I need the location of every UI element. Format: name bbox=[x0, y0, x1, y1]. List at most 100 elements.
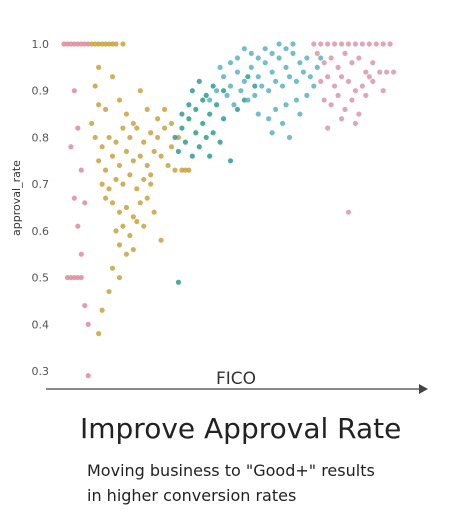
data-point bbox=[120, 181, 126, 187]
data-point bbox=[311, 83, 317, 89]
data-point bbox=[141, 176, 147, 183]
data-point bbox=[168, 144, 175, 150]
data-point bbox=[214, 88, 220, 94]
data-point bbox=[338, 74, 345, 80]
data-point bbox=[227, 83, 234, 89]
data-point bbox=[314, 50, 320, 56]
data-point bbox=[352, 120, 359, 127]
data-point bbox=[123, 204, 129, 211]
data-point bbox=[165, 162, 171, 169]
data-point bbox=[335, 64, 341, 70]
data-point bbox=[255, 55, 261, 61]
data-point bbox=[349, 60, 355, 66]
data-points bbox=[61, 41, 397, 379]
data-point bbox=[172, 167, 178, 173]
data-point bbox=[172, 134, 178, 141]
data-point bbox=[200, 97, 206, 103]
data-point bbox=[193, 106, 199, 113]
data-point bbox=[314, 64, 320, 70]
data-point bbox=[304, 92, 310, 98]
data-point bbox=[96, 64, 102, 70]
data-point bbox=[345, 78, 352, 84]
data-point bbox=[252, 92, 258, 98]
data-point bbox=[186, 102, 192, 108]
data-point bbox=[102, 106, 109, 113]
data-point bbox=[304, 55, 310, 61]
data-point bbox=[349, 97, 355, 103]
data-point bbox=[293, 78, 300, 84]
data-point bbox=[92, 134, 98, 141]
data-point bbox=[99, 307, 105, 313]
data-point bbox=[89, 120, 95, 127]
data-point bbox=[148, 130, 154, 136]
data-point bbox=[141, 223, 147, 229]
data-point bbox=[269, 130, 275, 136]
data-point bbox=[345, 41, 352, 47]
data-point bbox=[78, 167, 84, 173]
data-point bbox=[92, 83, 98, 89]
data-point bbox=[116, 97, 123, 103]
data-point bbox=[356, 111, 362, 117]
data-point bbox=[203, 134, 209, 141]
data-point bbox=[78, 251, 84, 257]
data-point bbox=[380, 88, 386, 94]
data-point bbox=[318, 55, 324, 61]
data-point bbox=[356, 55, 362, 61]
data-point bbox=[144, 106, 150, 113]
data-point bbox=[241, 46, 247, 52]
data-point bbox=[200, 120, 206, 127]
data-point bbox=[286, 134, 293, 141]
data-point bbox=[102, 167, 109, 173]
data-point bbox=[210, 83, 216, 89]
data-point bbox=[71, 88, 77, 94]
data-point bbox=[293, 97, 300, 103]
data-point bbox=[158, 153, 164, 159]
data-point bbox=[82, 302, 88, 309]
data-point bbox=[85, 373, 91, 379]
data-point bbox=[155, 116, 161, 122]
data-point bbox=[352, 41, 359, 47]
y-tick-label: 0.5 bbox=[32, 272, 50, 285]
data-point bbox=[158, 237, 164, 243]
y-tick-label: 0.4 bbox=[32, 318, 50, 331]
data-point bbox=[106, 134, 112, 141]
data-point bbox=[380, 41, 386, 47]
data-point bbox=[318, 78, 324, 84]
data-point bbox=[210, 130, 216, 136]
data-point bbox=[241, 78, 247, 84]
data-point bbox=[207, 97, 213, 103]
data-point bbox=[255, 111, 261, 117]
data-point bbox=[137, 200, 143, 206]
data-point bbox=[207, 111, 213, 117]
data-point bbox=[359, 83, 365, 89]
data-point bbox=[175, 279, 182, 285]
y-tick-label: 0.3 bbox=[32, 365, 50, 378]
data-point bbox=[109, 265, 116, 271]
data-point bbox=[262, 60, 268, 66]
y-axis-ticks: 0.3 0.4 0.5 0.6 0.7 0.8 0.9 1.0 bbox=[32, 38, 50, 378]
data-point bbox=[68, 144, 74, 150]
y-tick-label: 0.6 bbox=[32, 225, 50, 238]
data-point bbox=[345, 209, 352, 215]
data-point bbox=[390, 69, 397, 75]
data-point bbox=[307, 74, 313, 80]
data-point bbox=[234, 55, 241, 61]
y-axis-title: approval_rate bbox=[10, 160, 23, 236]
data-point bbox=[182, 139, 188, 145]
data-point bbox=[109, 153, 116, 159]
data-point bbox=[116, 274, 123, 281]
data-point bbox=[137, 153, 143, 159]
data-point bbox=[116, 209, 123, 215]
data-point bbox=[196, 144, 202, 150]
data-point bbox=[123, 251, 129, 257]
data-point bbox=[318, 41, 324, 47]
data-point bbox=[366, 74, 372, 80]
data-point bbox=[113, 41, 119, 47]
data-point bbox=[266, 88, 272, 94]
data-point bbox=[363, 69, 369, 75]
data-point bbox=[276, 55, 282, 61]
data-point bbox=[321, 60, 327, 66]
data-point bbox=[123, 111, 129, 117]
caption-line-2: in higher conversion rates bbox=[87, 486, 297, 505]
data-point bbox=[325, 125, 331, 131]
